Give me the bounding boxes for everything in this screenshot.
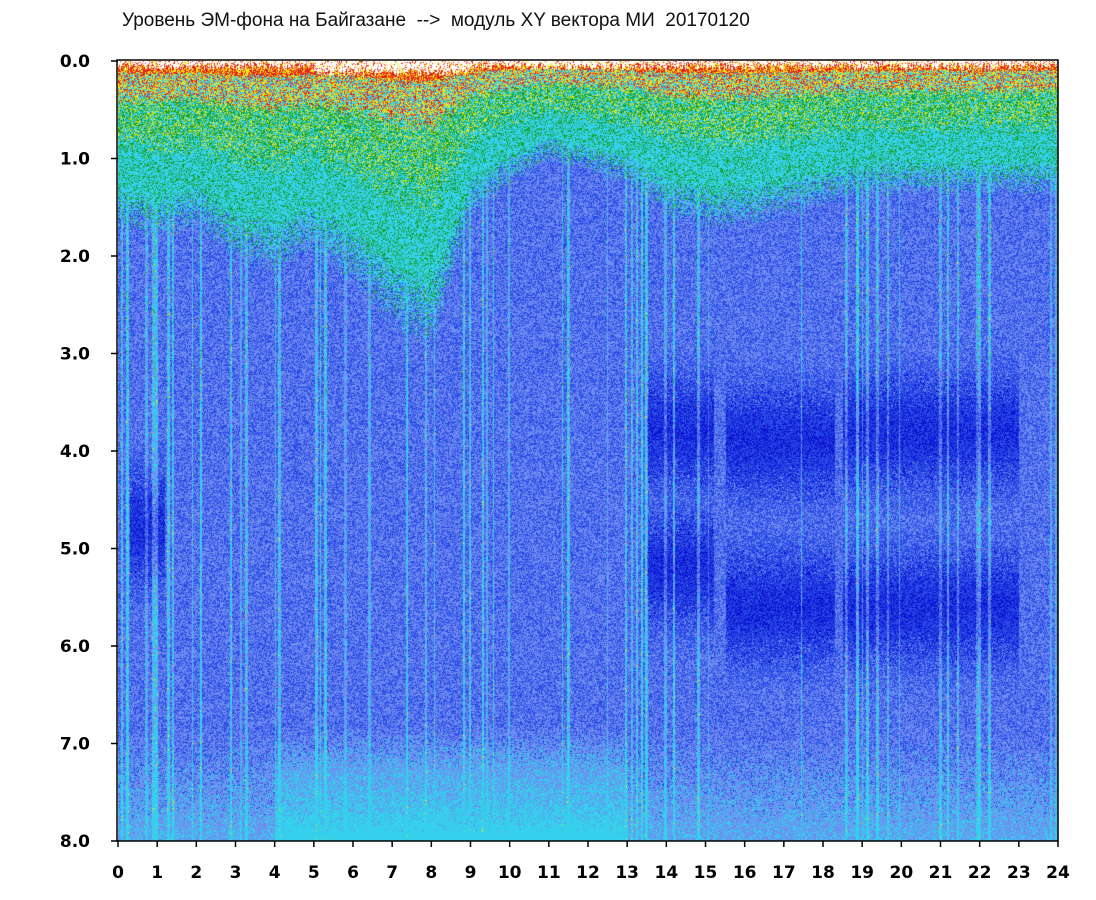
x-tick-label: 20 bbox=[889, 863, 913, 883]
x-tick-label: 11 bbox=[537, 863, 561, 883]
y-tick-label: 3.0 bbox=[60, 345, 90, 365]
y-tick-label: 8.0 bbox=[60, 832, 90, 852]
x-tick-label: 1 bbox=[151, 863, 163, 883]
y-tick-label: 0.0 bbox=[60, 52, 90, 72]
x-tick-label: 7 bbox=[386, 863, 398, 883]
y-tick-label: 1.0 bbox=[60, 150, 90, 170]
y-tick-label: 5.0 bbox=[60, 540, 90, 560]
x-tick-label: 22 bbox=[968, 863, 992, 883]
y-tick-label: 7.0 bbox=[60, 735, 90, 755]
x-tick-label: 15 bbox=[694, 863, 718, 883]
x-tick-label: 5 bbox=[308, 863, 320, 883]
x-tick-label: 3 bbox=[230, 863, 242, 883]
heatmap-area bbox=[118, 61, 1058, 841]
x-axis: 0 1 2 3 4 5 6 7 8 9 10 11 12 13 14 15 16 17 18 19 20 21 22 23 24 bbox=[112, 841, 1070, 883]
x-tick-label: 13 bbox=[615, 863, 639, 883]
y-tick-label: 4.0 bbox=[60, 442, 90, 462]
x-tick-label: 19 bbox=[850, 863, 874, 883]
heatmap-raster bbox=[118, 61, 1058, 841]
x-tick-label: 10 bbox=[498, 863, 522, 883]
x-tick-label: 12 bbox=[576, 863, 600, 883]
x-tick-label: 24 bbox=[1046, 863, 1070, 883]
y-tick-label: 6.0 bbox=[60, 637, 90, 657]
x-tick-label: 9 bbox=[465, 863, 477, 883]
x-tick-label: 0 bbox=[112, 863, 124, 883]
y-axis: 0.0 1.0 2.0 3.0 4.0 5.0 6.0 7.0 8.0 bbox=[60, 52, 118, 852]
x-tick-label: 21 bbox=[929, 863, 953, 883]
x-tick-label: 16 bbox=[733, 863, 757, 883]
x-tick-label: 18 bbox=[811, 863, 835, 883]
x-tick-label: 6 bbox=[347, 863, 359, 883]
x-tick-label: 2 bbox=[190, 863, 202, 883]
chart-title: Уровень ЭМ-фона на Байгазане --> модуль … bbox=[122, 10, 750, 31]
x-tick-label: 14 bbox=[654, 863, 678, 883]
x-tick-label: 8 bbox=[425, 863, 437, 883]
y-tick-label: 2.0 bbox=[60, 247, 90, 267]
x-tick-label: 23 bbox=[1007, 863, 1031, 883]
x-tick-label: 4 bbox=[269, 863, 281, 883]
x-tick-label: 17 bbox=[772, 863, 796, 883]
